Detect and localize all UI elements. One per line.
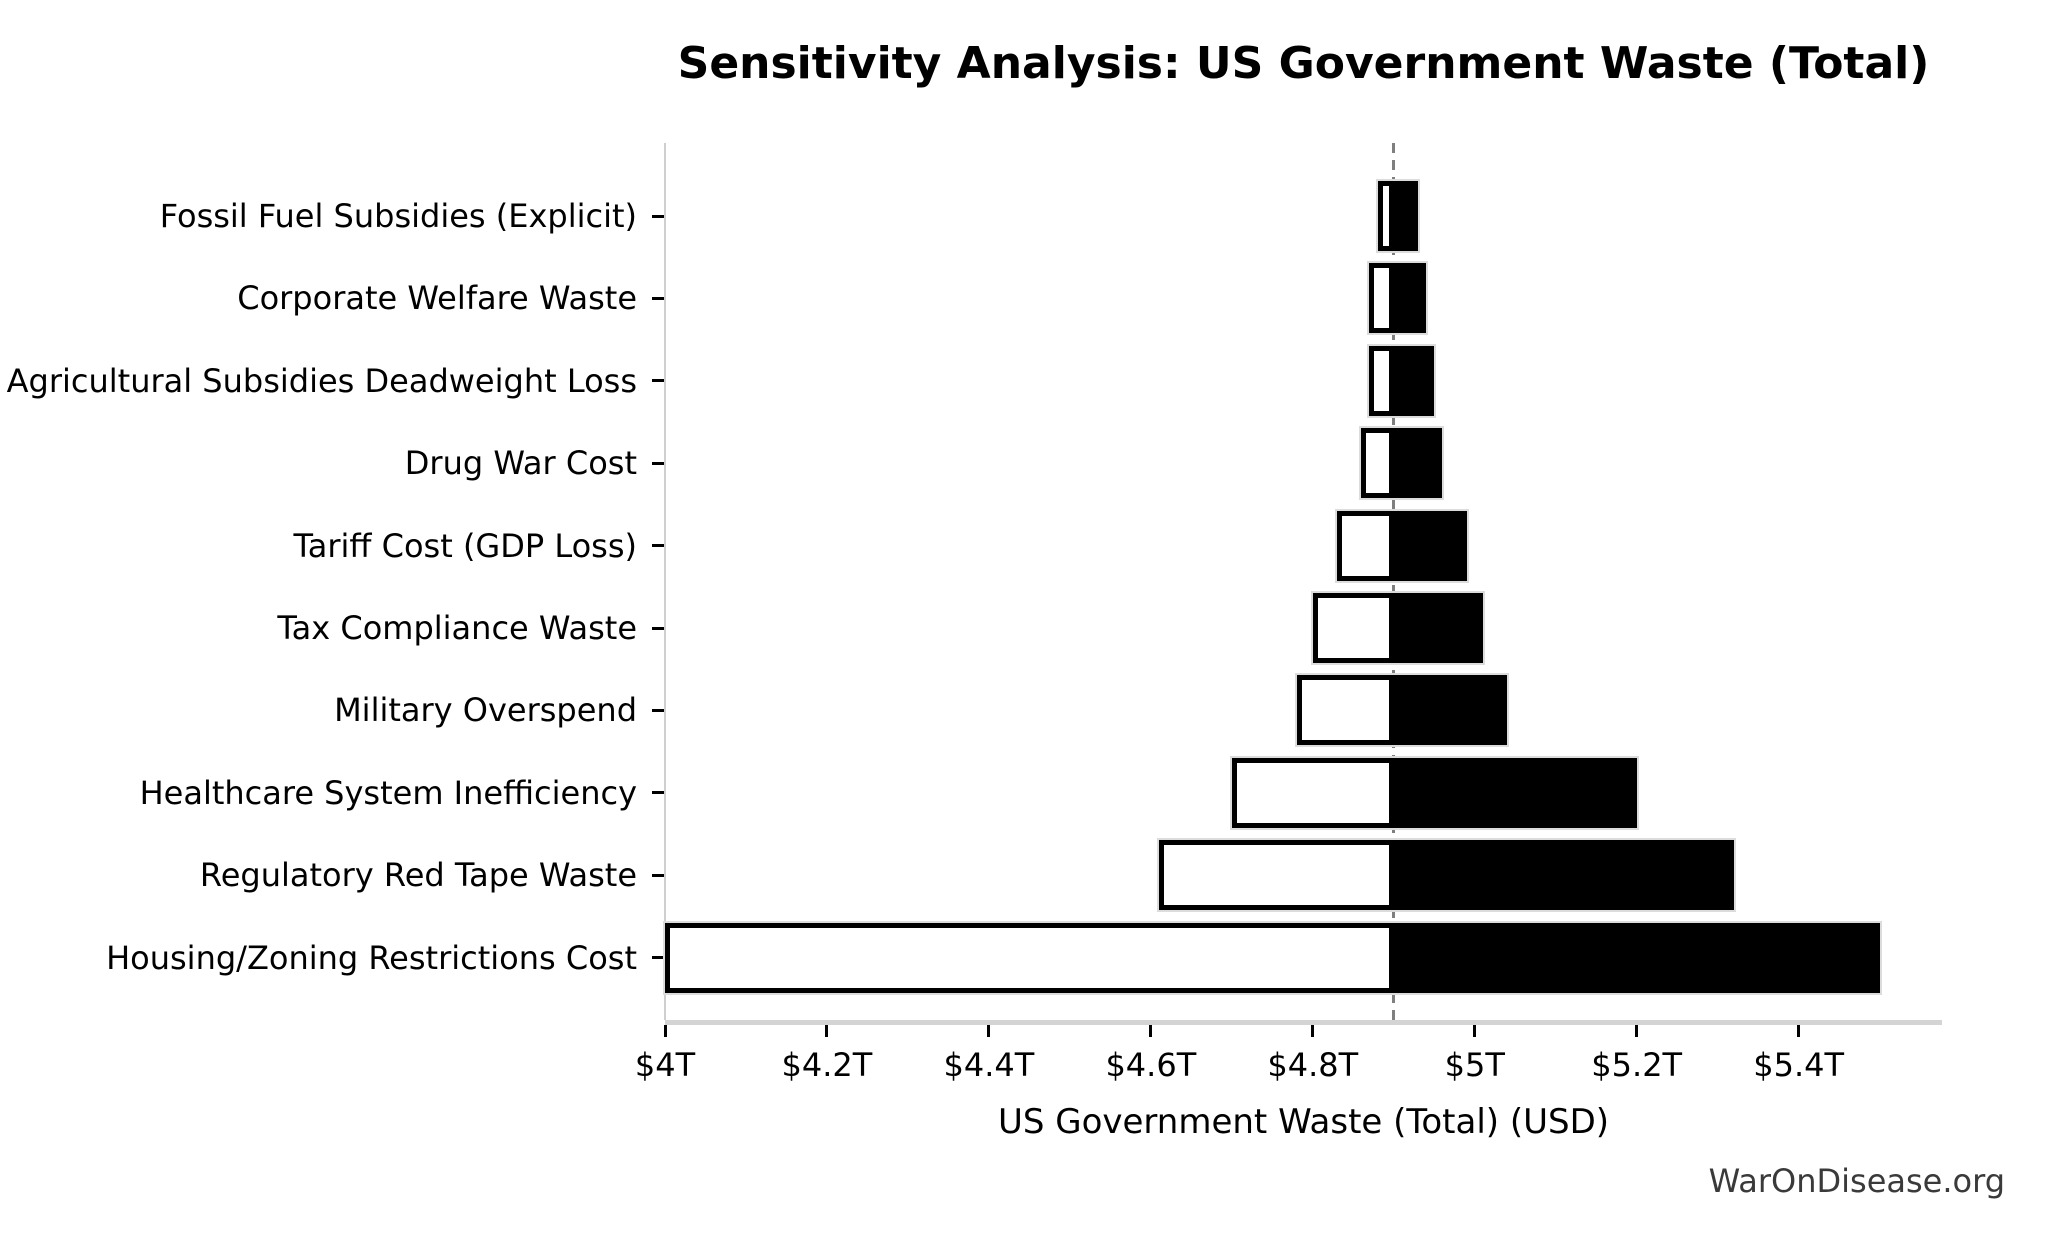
y-tick-label: Housing/Zoning Restrictions Cost bbox=[106, 938, 637, 977]
y-tick-mark bbox=[652, 379, 664, 383]
y-tick-label: Tariff Cost (GDP Loss) bbox=[293, 526, 638, 565]
x-tick-label: $5.2T bbox=[1591, 1046, 1683, 1084]
x-tick-label: $4T bbox=[634, 1046, 696, 1084]
y-tick-mark bbox=[652, 461, 664, 465]
high-scenario-bar bbox=[1393, 593, 1483, 663]
y-tick-label: Tax Compliance Waste bbox=[277, 609, 637, 647]
y-tick-label: Corporate Welfare Waste bbox=[237, 279, 637, 318]
baseline-dashed-line bbox=[1392, 143, 1396, 1020]
low-scenario-bar bbox=[665, 922, 1394, 993]
high-scenario-bar bbox=[1393, 510, 1467, 581]
low-scenario-bar bbox=[1312, 593, 1394, 663]
bar-row bbox=[1156, 838, 1736, 913]
bar-row bbox=[1375, 179, 1421, 253]
x-tick-mark bbox=[663, 1025, 667, 1037]
bar-row bbox=[1229, 755, 1639, 830]
y-tick-mark bbox=[652, 544, 664, 548]
y-tick-mark bbox=[652, 626, 664, 630]
high-scenario-bar bbox=[1393, 181, 1419, 251]
x-tick-mark bbox=[1473, 1025, 1477, 1037]
low-scenario-bar bbox=[1361, 428, 1394, 499]
high-scenario-bar bbox=[1393, 757, 1637, 828]
x-tick-label: $4.4T bbox=[943, 1046, 1035, 1084]
bar-row bbox=[1294, 673, 1510, 748]
bar-row bbox=[663, 920, 1882, 995]
low-scenario-bar bbox=[1377, 181, 1394, 251]
bar-row bbox=[1310, 591, 1485, 665]
x-tick-label: $4.8T bbox=[1267, 1046, 1359, 1084]
x-axis-line bbox=[665, 1020, 1942, 1025]
high-scenario-bar bbox=[1393, 675, 1508, 746]
y-tick-mark bbox=[652, 708, 664, 712]
x-tick-mark bbox=[1797, 1025, 1801, 1037]
y-tick-label: Military Overspend bbox=[334, 691, 637, 730]
low-scenario-bar bbox=[1369, 263, 1394, 334]
low-scenario-bar bbox=[1337, 510, 1394, 581]
bar-row bbox=[1367, 343, 1437, 418]
x-tick-label: $4.2T bbox=[781, 1046, 873, 1084]
low-scenario-bar bbox=[1296, 675, 1394, 746]
y-tick-label: Regulatory Red Tape Waste bbox=[199, 856, 637, 895]
low-scenario-bar bbox=[1231, 757, 1394, 828]
high-scenario-bar bbox=[1393, 263, 1427, 334]
bar-row bbox=[1335, 508, 1469, 583]
y-axis-spine bbox=[664, 143, 666, 1020]
x-tick-mark bbox=[1149, 1025, 1153, 1037]
bar-row bbox=[1367, 261, 1429, 336]
x-tick-mark bbox=[1311, 1025, 1315, 1037]
high-scenario-bar bbox=[1393, 840, 1734, 911]
y-tick-mark bbox=[652, 956, 664, 960]
chart-title: Sensitivity Analysis: US Government Wast… bbox=[677, 38, 1930, 89]
watermark-text: WarOnDisease.org bbox=[1708, 1162, 2005, 1200]
y-tick-mark bbox=[652, 873, 664, 877]
high-scenario-bar bbox=[1393, 345, 1435, 416]
high-scenario-bar bbox=[1393, 922, 1880, 993]
low-scenario-bar bbox=[1369, 345, 1394, 416]
y-tick-label: Agricultural Subsidies Deadweight Loss bbox=[6, 361, 637, 400]
x-tick-mark bbox=[1635, 1025, 1639, 1037]
high-scenario-bar bbox=[1393, 428, 1443, 499]
y-tick-label: Healthcare System Inefficiency bbox=[139, 773, 637, 812]
x-axis-label: US Government Waste (Total) (USD) bbox=[997, 1102, 1610, 1142]
y-tick-mark bbox=[652, 791, 664, 795]
y-tick-label: Drug War Cost bbox=[404, 444, 637, 483]
y-tick-mark bbox=[652, 214, 664, 218]
x-tick-label: $5T bbox=[1444, 1046, 1505, 1084]
y-tick-label: Fossil Fuel Subsidies (Explicit) bbox=[159, 197, 637, 235]
low-scenario-bar bbox=[1158, 840, 1394, 911]
y-tick-mark bbox=[652, 296, 664, 300]
x-tick-mark bbox=[987, 1025, 991, 1037]
x-tick-label: $5.4T bbox=[1753, 1046, 1845, 1084]
x-tick-label: $4.6T bbox=[1105, 1046, 1197, 1084]
plot-area bbox=[663, 143, 1942, 1020]
bar-row bbox=[1359, 426, 1445, 501]
x-tick-mark bbox=[825, 1025, 829, 1037]
